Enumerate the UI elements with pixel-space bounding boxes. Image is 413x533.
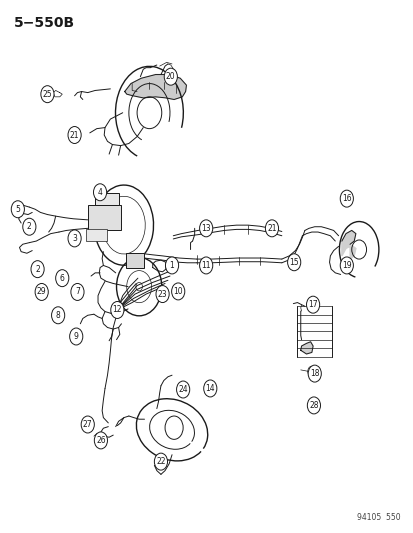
Circle shape [156, 286, 169, 303]
FancyBboxPatch shape [95, 193, 119, 205]
Text: 3: 3 [72, 234, 77, 243]
Circle shape [339, 190, 353, 207]
Circle shape [55, 270, 69, 287]
Polygon shape [341, 230, 355, 259]
Circle shape [94, 432, 107, 449]
Circle shape [68, 230, 81, 247]
Text: 5: 5 [15, 205, 20, 214]
Text: 26: 26 [96, 436, 105, 445]
Text: 21: 21 [266, 224, 276, 233]
Circle shape [306, 397, 320, 414]
Text: 25: 25 [43, 90, 52, 99]
Circle shape [203, 380, 216, 397]
Text: 22: 22 [156, 457, 165, 466]
Circle shape [41, 86, 54, 103]
Text: 21: 21 [70, 131, 79, 140]
Polygon shape [124, 75, 186, 100]
Circle shape [35, 284, 48, 301]
Text: 13: 13 [201, 224, 211, 233]
Circle shape [71, 284, 84, 301]
Circle shape [164, 68, 177, 85]
Circle shape [176, 381, 189, 398]
Text: 19: 19 [341, 261, 351, 270]
Text: 16: 16 [341, 194, 351, 203]
Text: 9: 9 [74, 332, 78, 341]
FancyBboxPatch shape [88, 205, 121, 230]
FancyBboxPatch shape [85, 229, 107, 241]
Circle shape [154, 453, 167, 470]
Circle shape [68, 126, 81, 143]
Text: 15: 15 [289, 258, 298, 266]
Circle shape [11, 201, 24, 217]
Circle shape [306, 296, 319, 313]
Text: 29: 29 [37, 287, 46, 296]
Circle shape [23, 218, 36, 235]
FancyBboxPatch shape [125, 253, 144, 268]
Text: 8: 8 [56, 311, 60, 320]
Circle shape [339, 257, 353, 274]
Text: 2: 2 [35, 265, 40, 273]
Text: 28: 28 [309, 401, 318, 410]
Circle shape [69, 328, 83, 345]
Circle shape [52, 307, 64, 324]
Text: 1: 1 [169, 261, 174, 270]
Polygon shape [300, 342, 312, 354]
Text: 5−550B: 5−550B [14, 16, 75, 30]
Circle shape [199, 220, 212, 237]
Circle shape [81, 416, 94, 433]
Text: 17: 17 [308, 300, 317, 309]
Text: 27: 27 [83, 420, 93, 429]
Text: 6: 6 [59, 273, 64, 282]
Circle shape [265, 220, 278, 237]
Text: 14: 14 [205, 384, 215, 393]
Circle shape [171, 283, 184, 300]
Circle shape [165, 257, 178, 274]
Text: 4: 4 [97, 188, 102, 197]
Text: 94105  550: 94105 550 [356, 513, 399, 522]
Text: 12: 12 [112, 305, 122, 314]
Circle shape [307, 365, 320, 382]
Text: 11: 11 [201, 261, 210, 270]
Text: 23: 23 [157, 289, 167, 298]
Text: 10: 10 [173, 287, 183, 296]
Text: 2: 2 [27, 222, 32, 231]
Text: 20: 20 [166, 72, 175, 81]
Text: 18: 18 [309, 369, 319, 378]
Text: 24: 24 [178, 385, 188, 394]
Circle shape [287, 254, 300, 271]
Circle shape [31, 261, 44, 278]
Circle shape [199, 257, 212, 274]
Circle shape [111, 302, 123, 318]
Text: 7: 7 [75, 287, 80, 296]
Circle shape [93, 184, 107, 201]
